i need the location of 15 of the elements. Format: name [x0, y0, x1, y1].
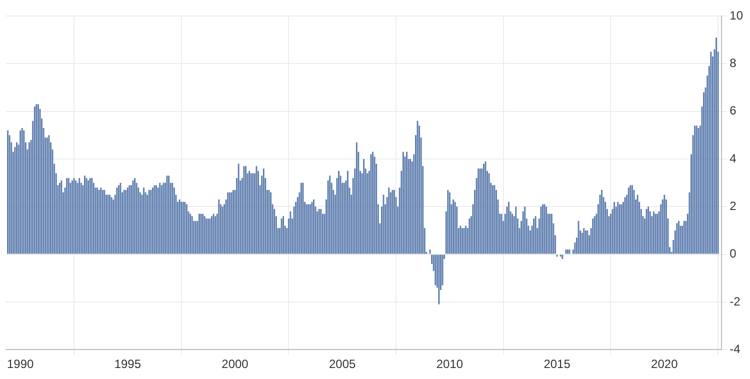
y-tick-label: -4 — [730, 342, 741, 356]
x-tick-label: 1990 — [6, 357, 34, 372]
x-tick-label: 2020 — [651, 357, 678, 372]
x-tick-label: 2000 — [222, 357, 249, 372]
x-tick-label: 2005 — [329, 357, 356, 372]
y-tick-label: 4 — [730, 151, 737, 166]
x-tick-label: 1995 — [114, 357, 142, 372]
y-tick-label: 8 — [730, 56, 737, 70]
y-tick-label: 2 — [730, 198, 737, 213]
y-tick-label: 6 — [730, 104, 737, 118]
x-tick-label: 2010 — [436, 357, 464, 372]
y-tick-label: 0 — [730, 246, 737, 261]
x-tick-label: 2015 — [544, 357, 571, 372]
y-tick-label: -2 — [730, 294, 741, 308]
y-tick-label: 10 — [730, 8, 744, 22]
